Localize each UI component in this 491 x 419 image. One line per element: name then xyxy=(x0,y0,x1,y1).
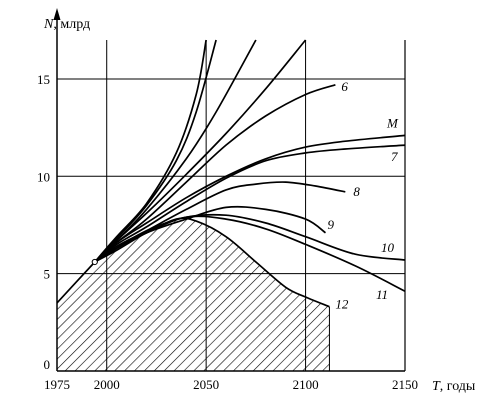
start-point-marker xyxy=(91,258,98,266)
x-tick-label: 2100 xyxy=(293,377,319,392)
series-line-M xyxy=(94,134,406,263)
x-tick-label: 2000 xyxy=(94,377,120,392)
y-tick-label: 5 xyxy=(44,267,51,282)
x-tick-label: 2150 xyxy=(392,377,418,392)
series-line-11 xyxy=(94,215,406,292)
curve-label-M: M xyxy=(386,115,399,130)
curve-labels: 6 M 7 8 9 10 11 12 xyxy=(327,79,399,312)
x-tick-label: 1975 xyxy=(44,377,70,392)
tick-labels: 1975 2000 2050 2100 2150 0 5 10 15 xyxy=(37,72,418,392)
series-line-2 xyxy=(94,39,217,263)
curve-label-10: 10 xyxy=(381,240,395,255)
y-tick-label: 0 xyxy=(44,357,51,372)
curve-label-9: 9 xyxy=(327,217,334,232)
curve-label-11: 11 xyxy=(376,287,388,302)
x-tick-label: 2050 xyxy=(193,377,219,392)
y-axis-arrow xyxy=(53,8,61,20)
y-tick-label: 10 xyxy=(37,169,50,184)
hatched-region xyxy=(57,218,330,371)
hatched-area xyxy=(57,218,330,371)
axes xyxy=(53,8,406,372)
x-axis-label: T, годы xyxy=(432,379,476,394)
curve-label-8: 8 xyxy=(353,184,360,199)
curve-label-7: 7 xyxy=(391,149,398,164)
series-line-12 xyxy=(94,217,330,308)
series-line-8 xyxy=(94,181,346,263)
series-line-0 xyxy=(56,261,96,304)
curves xyxy=(56,39,406,308)
curve-label-12: 12 xyxy=(335,297,349,312)
series-line-1 xyxy=(94,39,207,263)
y-axis-label: N, млрд xyxy=(43,17,90,32)
curve-label-6: 6 xyxy=(341,79,348,94)
series-line-7 xyxy=(94,144,406,263)
series-line-4 xyxy=(94,39,307,263)
y-tick-label: 15 xyxy=(37,72,50,87)
